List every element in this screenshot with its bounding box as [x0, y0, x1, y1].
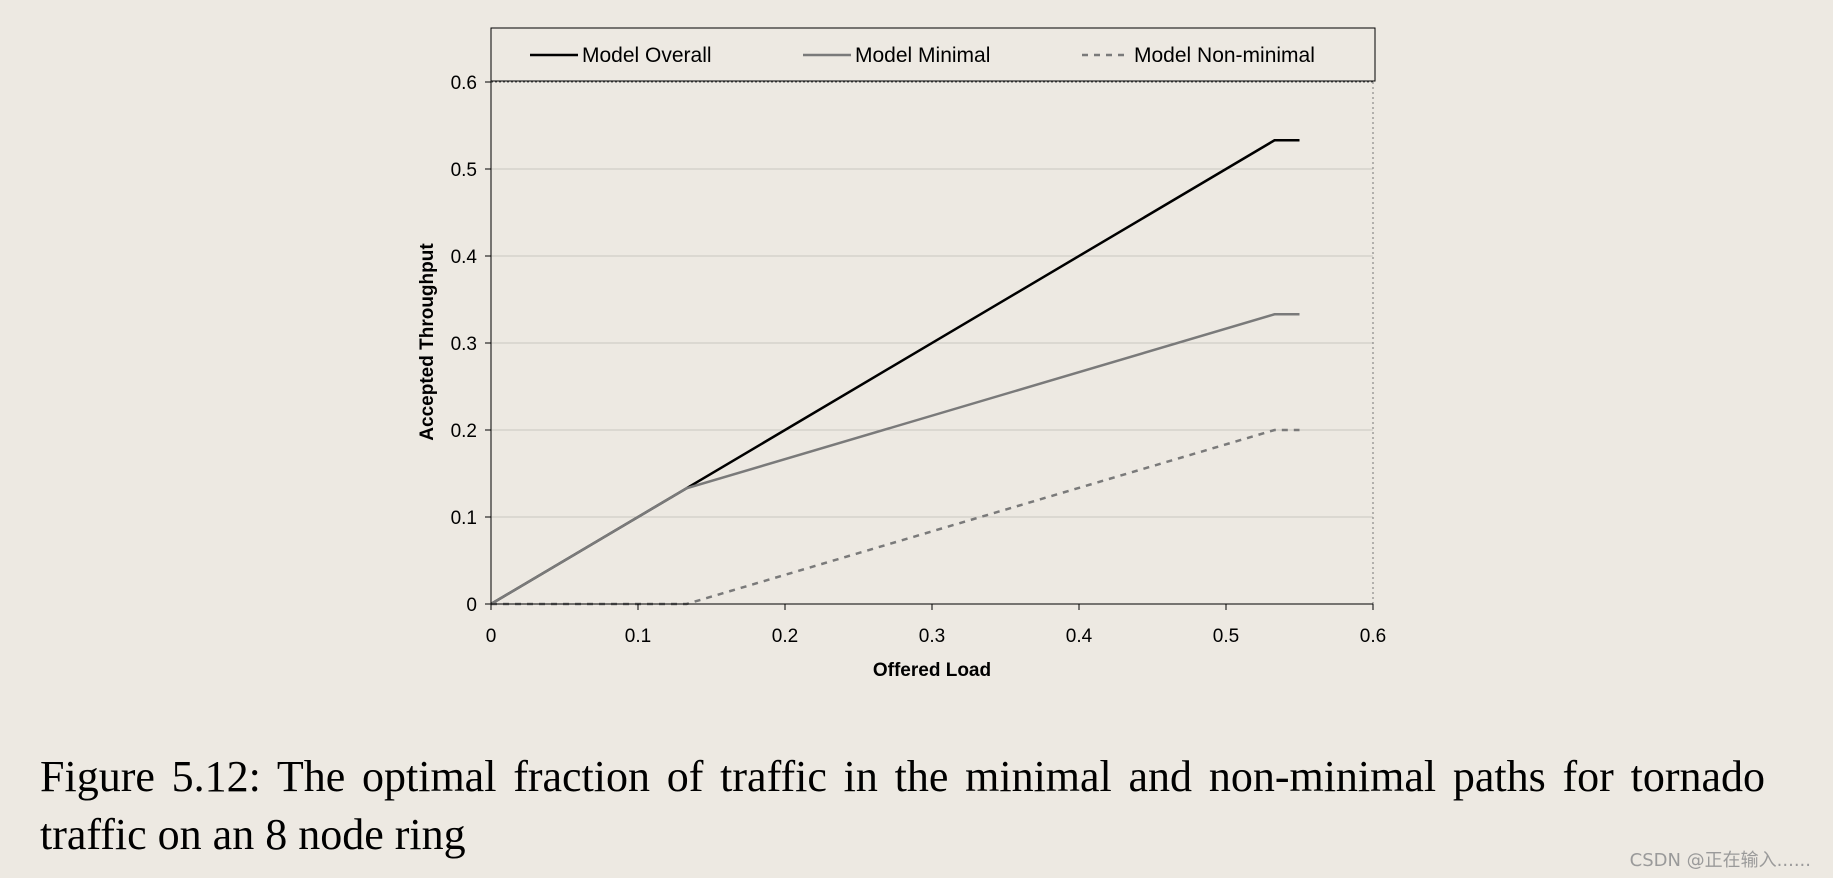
- y-tick-label: 0.4: [451, 247, 478, 268]
- x-tick-label: 0.2: [772, 626, 798, 647]
- x-tick-label: 0: [486, 626, 497, 647]
- legend-label: Model Non-minimal: [1134, 44, 1315, 67]
- x-tick-label: 0.5: [1213, 626, 1239, 647]
- y-tick-label: 0: [466, 595, 477, 616]
- x-tick-label: 0.1: [625, 626, 651, 647]
- y-tick-label: 0.6: [451, 73, 477, 94]
- tick-labels: 0 0.1 0.2 0.3 0.4 0.5 0.6 0 0.1 0.2 0.3 0.4 0.5 0.6: [451, 73, 1387, 647]
- axes: [485, 81, 1374, 610]
- y-tick-label: 0.3: [451, 334, 477, 355]
- x-axis-label: Offered Load: [873, 660, 991, 681]
- chart: 0 0.1 0.2 0.3 0.4 0.5 0.6 0 0.1 0.2 0.3 0.4 0.5 0.6 O…: [417, 27, 1387, 681]
- y-axis-label: Accepted Throughput: [417, 243, 438, 441]
- series-layer: [490, 139, 1300, 606]
- legend: Model Overall Model Minimal Model Non-mini…: [490, 27, 1376, 82]
- x-tick-label: 0.3: [919, 626, 945, 647]
- y-tick-label: 0.5: [451, 160, 477, 181]
- figure-caption: Figure 5.12: The optimal fraction of tra…: [40, 752, 1765, 859]
- series-line-model-minimal: [490, 313, 1300, 606]
- y-tick-label: 0.1: [451, 508, 477, 529]
- watermark-text: CSDN @正在输入......: [1629, 850, 1811, 871]
- x-tick-label: 0.6: [1360, 626, 1386, 647]
- legend-box: [490, 27, 1376, 82]
- legend-label: Model Overall: [582, 44, 712, 67]
- legend-label: Model Minimal: [855, 44, 990, 67]
- series-line-model-overall: [490, 139, 1300, 606]
- x-tick-label: 0.4: [1066, 626, 1093, 647]
- y-tick-label: 0.2: [451, 421, 477, 442]
